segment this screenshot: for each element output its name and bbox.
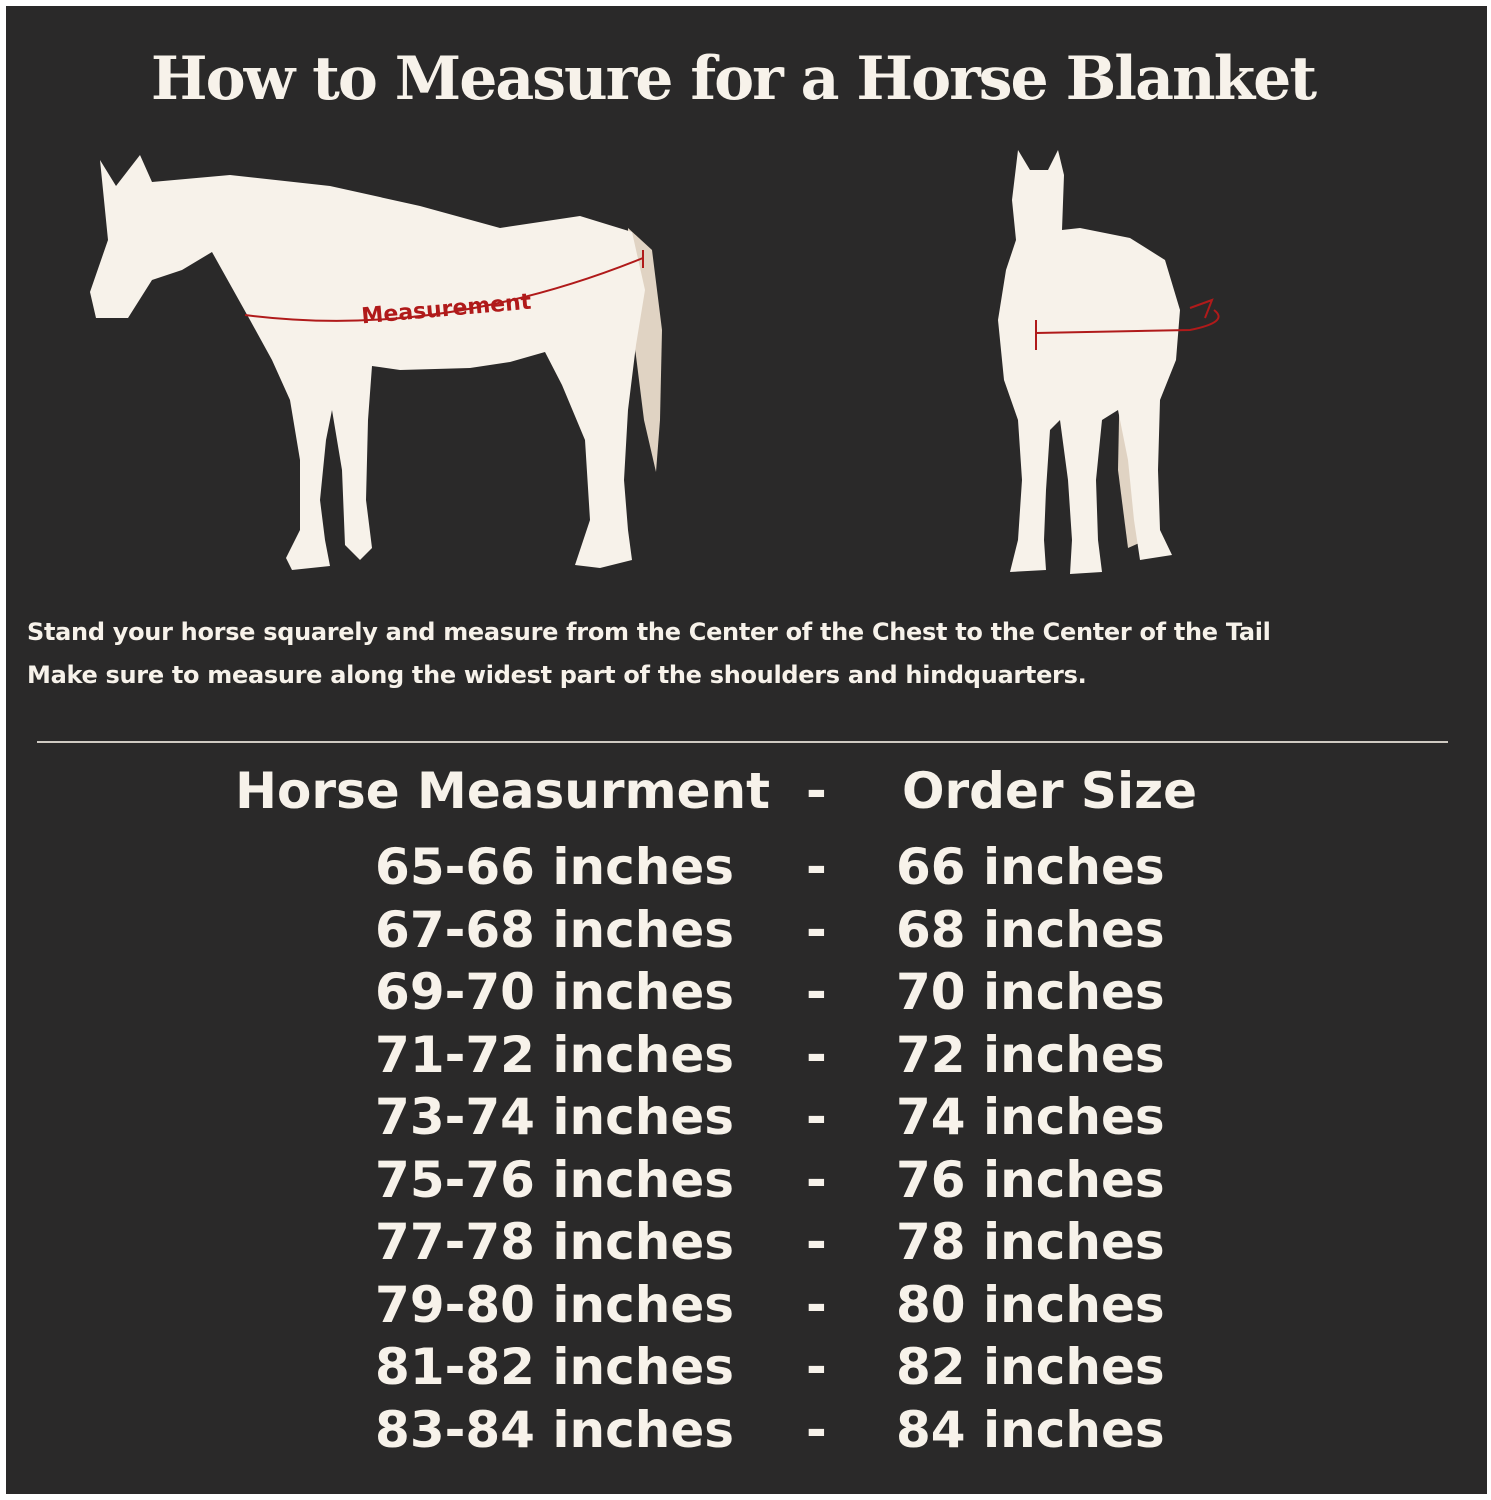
divider: [37, 741, 1448, 743]
row-order-size: 74 inches: [896, 1088, 1165, 1146]
row-order-size: 66 inches: [896, 838, 1165, 896]
header-separator: -: [806, 762, 827, 820]
measurement-line: [244, 257, 644, 322]
row-order-size: 72 inches: [896, 1025, 1165, 1084]
arrow-head-icon: [1189, 298, 1214, 319]
girth-measurement-line: [1035, 309, 1220, 334]
row-order-size: 82 inches: [896, 1338, 1165, 1396]
row-order-size: 76 inches: [896, 1150, 1165, 1209]
row-separator: -: [806, 1275, 827, 1334]
side-view-horse: Measurement: [90, 155, 662, 570]
header-horse-measurement: Horse Measurment: [235, 762, 770, 820]
row-measurement: 69-70 inches: [375, 963, 734, 1021]
front-view-horse: [998, 150, 1220, 574]
row-order-size: 80 inches: [896, 1275, 1165, 1334]
row-measurement: 75-76 inches: [375, 1150, 734, 1209]
row-order-size: 78 inches: [896, 1213, 1165, 1271]
side-horse-body: [90, 155, 645, 570]
row-order-size: 84 inches: [896, 1400, 1165, 1459]
row-measurement: 67-68 inches: [375, 900, 734, 959]
row-measurement: 73-74 inches: [375, 1088, 734, 1146]
front-horse-body: [998, 150, 1180, 574]
instruction-line-1: Stand your horse squarely and measure fr…: [27, 618, 1271, 646]
row-measurement: 81-82 inches: [375, 1338, 734, 1396]
row-measurement: 65-66 inches: [375, 838, 734, 896]
row-order-size: 68 inches: [896, 900, 1165, 959]
row-measurement: 79-80 inches: [375, 1275, 734, 1334]
page-title: How to Measure for a Horse Blanket: [150, 44, 1317, 114]
row-measurement: 83-84 inches: [375, 1400, 734, 1459]
row-separator: -: [806, 900, 827, 959]
row-measurement: 71-72 inches: [375, 1025, 734, 1084]
row-separator: -: [806, 1088, 827, 1146]
row-separator: -: [806, 1150, 827, 1209]
row-separator: -: [806, 1400, 827, 1459]
row-separator: -: [806, 838, 827, 896]
row-order-size: 70 inches: [896, 963, 1165, 1021]
row-measurement: 77-78 inches: [375, 1213, 734, 1271]
instruction-line-2: Make sure to measure along the widest pa…: [27, 661, 1087, 689]
row-separator: -: [806, 963, 827, 1021]
row-separator: -: [806, 1213, 827, 1271]
row-separator: -: [806, 1025, 827, 1084]
header-order-size: Order Size: [902, 762, 1198, 820]
row-separator: -: [806, 1338, 827, 1396]
